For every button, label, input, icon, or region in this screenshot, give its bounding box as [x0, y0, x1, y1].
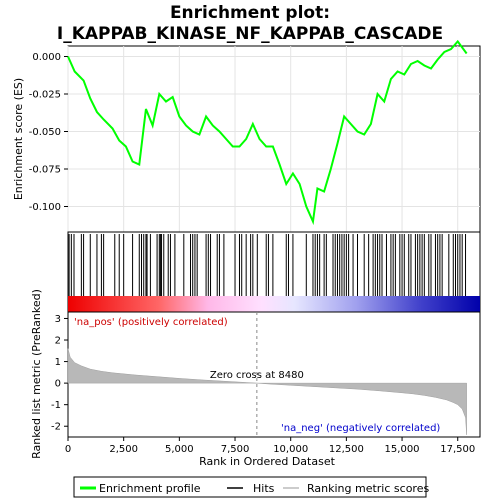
x-tick-label: 5,000 — [165, 444, 194, 455]
legend-enrichment-label: Enrichment profile — [99, 482, 201, 495]
pos-correlated-label: 'na_pos' (positively correlated) — [74, 317, 228, 328]
es-ytick-label: 0.000 — [32, 52, 61, 63]
x-tick-label: 7,500 — [221, 444, 250, 455]
x-ticks: 0 2,500 5,000 7,500 10,000 12,500 15,000 17,500 — [65, 437, 475, 455]
es-ytick-label: -0.075 — [29, 165, 61, 176]
metric-ytick-label: -1 — [51, 400, 61, 411]
x-tick-label: 2,500 — [109, 444, 138, 455]
es-ytick-label: -0.050 — [29, 127, 61, 138]
metric-ytick-label: 3 — [55, 314, 61, 325]
es-panel-frame — [68, 46, 480, 232]
chart-title-line1: Enrichment plot: — [170, 3, 330, 23]
es-ytick-label: -0.100 — [29, 202, 61, 213]
es-ylabel: Enrichment score (ES) — [12, 78, 25, 200]
x-axis-label: Rank in Ordered Dataset — [199, 455, 336, 468]
es-ytick-label: -0.025 — [29, 90, 61, 101]
metric-ytick-label: 1 — [55, 357, 61, 368]
es-y-ticks: 0.000 -0.025 -0.050 -0.075 -0.100 — [29, 52, 68, 213]
metric-ylabel: Ranked list metric (PreRanked) — [30, 289, 43, 459]
neg-correlated-label: 'na_neg' (negatively correlated) — [281, 423, 440, 434]
metric-ytick-label: -2 — [51, 422, 61, 433]
x-tick-label: 10,000 — [273, 444, 308, 455]
x-tick-label: 15,000 — [385, 444, 420, 455]
metric-ytick-label: 0 — [55, 379, 61, 390]
metric-ytick-label: 2 — [55, 336, 61, 347]
x-tick-label: 0 — [65, 444, 71, 455]
metric-y-ticks: 3 2 1 0 -1 -2 — [51, 314, 68, 433]
legend-hits-label: Hits — [253, 482, 275, 495]
chart-title-line2: I_KAPPAB_KINASE_NF_KAPPAB_CASCADE — [57, 24, 443, 44]
x-tick-label: 12,500 — [329, 444, 364, 455]
x-tick-label: 17,500 — [440, 444, 475, 455]
rank-color-bar — [68, 296, 480, 312]
legend-metric-label: Ranking metric scores — [307, 482, 429, 495]
zero-cross-label: Zero cross at 8480 — [210, 370, 304, 381]
